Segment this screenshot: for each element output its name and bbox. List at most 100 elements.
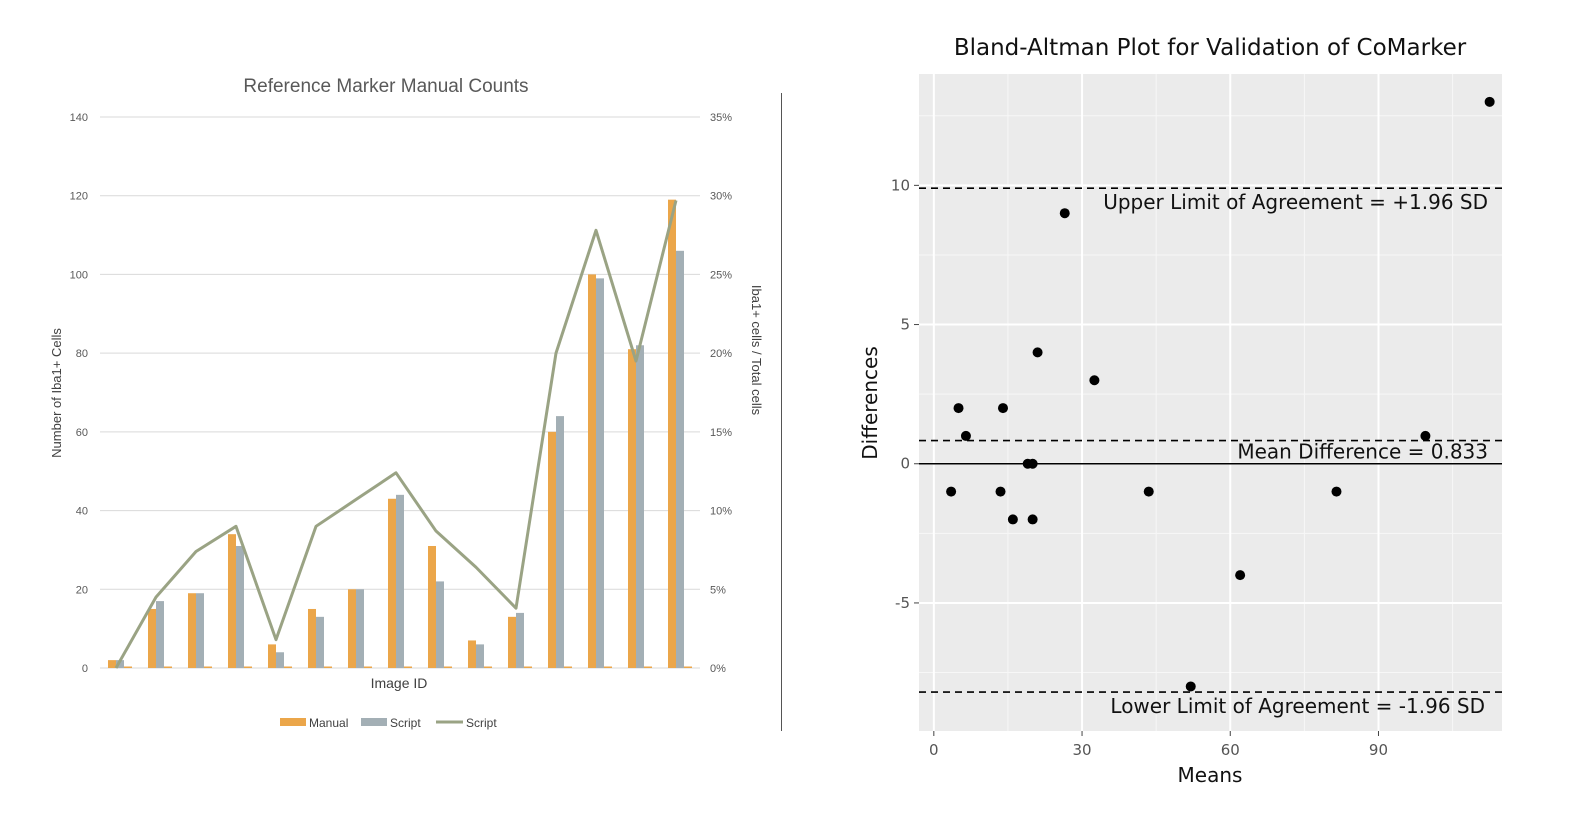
bar-manual <box>588 274 596 668</box>
bar-script <box>436 581 444 668</box>
chart2-line-label: Upper Limit of Agreement = +1.96 SD <box>1103 190 1488 214</box>
chart1-y-tick-label: 60 <box>76 427 88 439</box>
chart1-y-axis-label: Number of Iba1+ Cells <box>49 328 64 458</box>
chart1-y-tick-label: 80 <box>76 348 88 360</box>
bar-script <box>196 593 204 668</box>
chart2-point <box>1420 430 1431 441</box>
chart2-point <box>1027 514 1038 525</box>
chart2-title: Bland-Altman Plot for Validation of CoMa… <box>954 35 1467 61</box>
chart2-point <box>995 486 1006 497</box>
chart1-y-tick-label: 20 <box>76 584 88 596</box>
chart1-y-tick-label: 0 <box>82 663 88 675</box>
bar-script <box>276 652 284 668</box>
legend-swatch-script-bar <box>361 718 387 726</box>
chart2-y-tick-label: 10 <box>891 176 910 194</box>
bar-script <box>636 345 644 668</box>
bar-manual <box>388 498 396 668</box>
chart2-point <box>1059 208 1070 219</box>
bar-script <box>556 416 564 668</box>
chart1-line-series <box>114 200 678 669</box>
bar-ratio-tiny <box>484 666 492 668</box>
bar-ratio-tiny <box>444 666 452 668</box>
chart1-y2-tick-label: 35% <box>710 112 732 124</box>
chart2-point <box>1089 375 1100 386</box>
chart1-y-axis-ticks: 0 20 40 60 80 100 120 140 <box>70 112 88 675</box>
chart1-y2-tick-label: 5% <box>710 584 726 596</box>
chart1-bars <box>108 199 692 669</box>
bar-manual <box>548 431 556 668</box>
bar-manual <box>228 534 236 668</box>
chart1-y2-tick-label: 25% <box>710 269 732 281</box>
legend-label-script-line: Script <box>466 716 497 730</box>
bar-script <box>156 601 164 668</box>
chart2-point <box>1007 514 1018 525</box>
bar-line-chart: Reference Marker Manual Counts 0 20 40 60 80… <box>49 76 764 730</box>
chart2-x-tick-label: 60 <box>1221 741 1240 759</box>
bar-script <box>236 545 244 668</box>
chart1-y-tick-label: 100 <box>70 269 88 281</box>
legend-label-script-bar: Script <box>390 716 421 730</box>
chart1-title: Reference Marker Manual Counts <box>243 76 528 97</box>
chart2-x-axis-label: Means <box>1178 763 1243 787</box>
chart1-y2-tick-label: 0% <box>710 663 726 675</box>
bar-manual <box>508 616 516 668</box>
chart2-x-tick-label: 30 <box>1072 741 1091 759</box>
chart2-axis-ticks: 0 30 60 90 -5 0 5 10 <box>891 176 1388 759</box>
bar-script <box>356 589 364 668</box>
chart1-y-tick-label: 140 <box>70 112 88 124</box>
chart2-point <box>1143 486 1154 497</box>
bar-ratio-tiny <box>124 666 132 668</box>
bar-manual <box>308 608 316 668</box>
chart2-point <box>953 403 964 414</box>
chart2-reference-lines: Upper Limit of Agreement = +1.96 SD Mean … <box>919 187 1502 718</box>
bar-ratio-tiny <box>644 666 652 668</box>
chart2-point <box>1235 570 1246 581</box>
bar-ratio-tiny <box>564 666 572 668</box>
chart2-point <box>1027 458 1038 469</box>
bar-manual <box>188 593 196 668</box>
chart1-y2-tick-label: 15% <box>710 427 732 439</box>
bar-script <box>316 616 324 668</box>
bar-script <box>516 612 524 668</box>
chart2-x-tick-label: 0 <box>929 741 939 759</box>
chart2-line-label: Mean Difference = 0.833 <box>1237 440 1488 464</box>
bar-manual <box>628 349 636 668</box>
chart2-points <box>946 96 1495 692</box>
chart2-y-tick-label: 5 <box>900 316 910 334</box>
chart2-point <box>1032 347 1043 358</box>
bar-ratio-tiny <box>284 666 292 668</box>
bar-ratio-tiny <box>604 666 612 668</box>
chart1-y-tick-label: 40 <box>76 506 88 518</box>
chart2-x-tick-label: 90 <box>1369 741 1388 759</box>
line-script-ratio <box>114 200 678 669</box>
bar-script <box>116 660 124 668</box>
bar-ratio-tiny <box>404 666 412 668</box>
legend-label-manual: Manual <box>309 716 348 730</box>
bar-script <box>476 644 484 668</box>
bar-manual <box>108 660 116 668</box>
chart2-point <box>997 403 1008 414</box>
legend-swatch-manual <box>280 718 306 726</box>
chart2-plot-panel <box>919 74 1502 731</box>
bar-ratio-tiny <box>204 666 212 668</box>
chart1-y2-axis-ticks: 0% 5% 10% 15% 20% 25% 30% 35% <box>710 112 732 675</box>
chart2-y-axis-label: Differences <box>858 346 882 460</box>
chart1-y2-tick-label: 30% <box>710 191 732 203</box>
chart2-y-tick-label: -5 <box>895 594 910 612</box>
chart2-point <box>960 430 971 441</box>
chart1-y2-tick-label: 10% <box>710 506 732 518</box>
chart1-y2-axis-label: Iba1+ cells / Total cells <box>749 285 764 416</box>
bar-script <box>596 278 604 668</box>
bar-script <box>396 494 404 668</box>
bar-manual <box>468 640 476 668</box>
chart1-legend: Manual Script Script <box>280 716 497 730</box>
bar-ratio-tiny <box>364 666 372 668</box>
bar-manual <box>148 608 156 668</box>
bar-manual <box>428 545 436 668</box>
bar-manual <box>668 199 676 668</box>
bar-manual <box>268 644 276 668</box>
chart-divider <box>781 93 782 731</box>
bar-ratio-tiny <box>244 666 252 668</box>
chart2-point <box>1484 96 1495 107</box>
bar-ratio-tiny <box>324 666 332 668</box>
